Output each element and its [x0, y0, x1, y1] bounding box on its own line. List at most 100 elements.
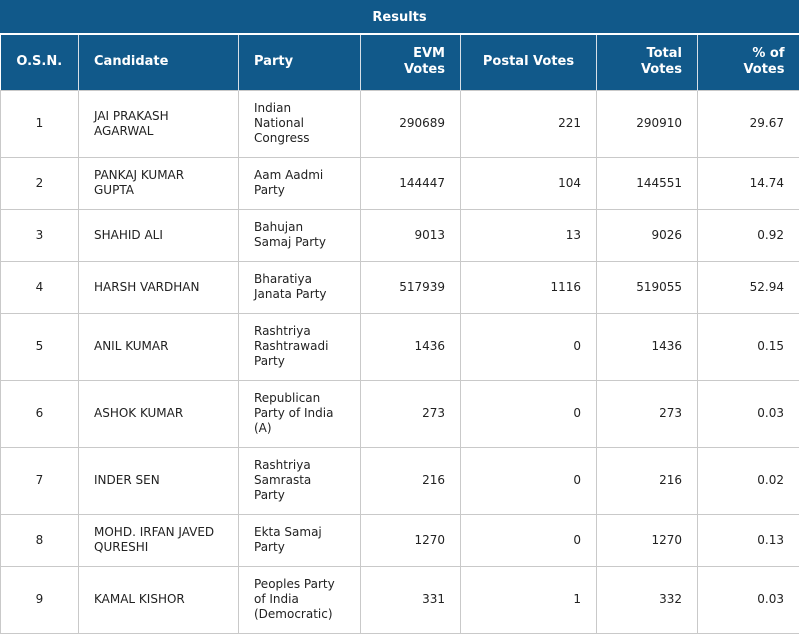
postal-votes-cell: 0	[460, 379, 597, 448]
postal-votes-cell: 1116	[460, 260, 597, 314]
table-row: 4 HARSH VARDHAN Bharatiya Janata Party 51793…	[0, 260, 799, 314]
postal-votes-cell: 13	[460, 208, 597, 262]
party-cell: Rashtriya Samrasta Party	[238, 446, 361, 515]
pct-votes-cell: 14.74	[697, 156, 799, 210]
total-votes-cell: 216	[596, 446, 698, 515]
candidate-cell-line: HARSH VARDHAN	[94, 279, 200, 294]
osn-cell: 9	[0, 565, 79, 634]
candidate-cell: HARSH VARDHAN	[78, 260, 239, 314]
evm-votes-cell: 1436	[360, 312, 461, 381]
party-cell-line: Janata Party	[254, 287, 327, 301]
candidate-cell-line: MOHD. IRFAN JAVED	[94, 525, 215, 539]
candidate-cell-line: ASHOK KUMAR	[94, 406, 184, 420]
party-cell: Bahujan Samaj Party	[238, 208, 361, 262]
evm-votes-cell: 216	[360, 446, 461, 515]
osn-cell: 1	[0, 89, 79, 158]
party-cell-line: Bharatiya	[254, 272, 312, 286]
table-row: 9 KAMAL KISHOR Peoples Party of India (Democ…	[0, 565, 799, 634]
total-votes-cell: 290910	[596, 89, 698, 158]
table-row: 1 JAI PRAKASH AGARWAL Indian National Congres…	[0, 89, 799, 158]
party-cell-line: Party of India	[254, 406, 334, 420]
header-postal-votes: Postal Votes	[460, 35, 597, 90]
party-cell-line: Party	[254, 183, 285, 197]
party-cell-line: Party	[254, 540, 285, 554]
candidate-cell: INDER SEN	[78, 446, 239, 515]
party-cell-line: Rashtrawadi	[254, 339, 329, 353]
total-votes-cell: 144551	[596, 156, 698, 210]
osn-cell: 7	[0, 446, 79, 515]
party-cell-line: Ekta Samaj	[254, 525, 322, 539]
osn-cell: 4	[0, 260, 79, 314]
table-row: 6 ASHOK KUMAR Republican Party of India (A) 2…	[0, 379, 799, 448]
party-cell-line: National	[254, 116, 305, 130]
evm-votes-cell: 273	[360, 379, 461, 448]
candidate-cell: JAI PRAKASH AGARWAL	[78, 89, 239, 158]
pct-votes-cell: 0.15	[697, 312, 799, 381]
pct-votes-cell: 0.03	[697, 565, 799, 634]
osn-cell: 8	[0, 513, 79, 567]
table-body: 1 JAI PRAKASH AGARWAL Indian National Congres…	[0, 89, 799, 634]
party-cell-line: Rashtriya	[254, 458, 311, 472]
results-table: O.S.N. Candidate Party EVM Votes Postal …	[0, 35, 799, 634]
osn-cell: 5	[0, 312, 79, 381]
table-row: 8 MOHD. IRFAN JAVED QURESHI Ekta Samaj Party…	[0, 513, 799, 567]
evm-votes-cell: 1270	[360, 513, 461, 567]
header-evm-line2: Votes	[403, 62, 445, 78]
party-cell-line: Samrasta	[254, 473, 312, 487]
header-pct-votes: % of Votes	[697, 35, 799, 90]
pct-votes-cell: 0.92	[697, 208, 799, 262]
party-cell-line: Aam Aadmi	[254, 168, 324, 182]
party-cell-line: Indian	[254, 101, 292, 115]
results-title: Results	[0, 0, 799, 35]
evm-votes-cell: 9013	[360, 208, 461, 262]
candidate-cell-line: PANKAJ KUMAR	[94, 168, 185, 182]
party-cell-line: Peoples Party	[254, 577, 335, 591]
candidate-cell: ASHOK KUMAR	[78, 379, 239, 448]
postal-votes-cell: 1	[460, 565, 597, 634]
candidate-cell-line: ANIL KUMAR	[94, 339, 169, 353]
party-cell-line: Party	[254, 354, 285, 368]
header-party: Party	[238, 35, 361, 90]
header-evm-line1: EVM	[413, 46, 445, 62]
evm-votes-cell: 290689	[360, 89, 461, 158]
header-osn: O.S.N.	[0, 35, 79, 90]
total-votes-cell: 1436	[596, 312, 698, 381]
header-candidate: Candidate	[78, 35, 239, 90]
party-cell: Rashtriya Rashtrawadi Party	[238, 312, 361, 381]
candidate-cell-line: JAI PRAKASH	[94, 108, 169, 123]
pct-votes-cell: 0.13	[697, 513, 799, 567]
party-cell: Aam Aadmi Party	[238, 156, 361, 210]
table-header-row: O.S.N. Candidate Party EVM Votes Postal …	[0, 35, 799, 90]
osn-cell: 6	[0, 379, 79, 448]
osn-cell: 3	[0, 208, 79, 262]
header-pct-line1: % of	[752, 46, 785, 62]
party-cell-line: Bahujan	[254, 220, 304, 234]
table-row: 3 SHAHID ALI Bahujan Samaj Party 9013 13 9026 0…	[0, 208, 799, 262]
evm-votes-cell: 144447	[360, 156, 461, 210]
total-votes-cell: 332	[596, 565, 698, 634]
evm-votes-cell: 517939	[360, 260, 461, 314]
candidate-cell-line: KAMAL KISHOR	[94, 592, 185, 606]
postal-votes-cell: 0	[460, 312, 597, 381]
party-cell-line: Party	[254, 488, 285, 502]
postal-votes-cell: 0	[460, 513, 597, 567]
total-votes-cell: 273	[596, 379, 698, 448]
pct-votes-cell: 52.94	[697, 260, 799, 314]
header-total-line2: Votes	[640, 62, 682, 78]
table-row: 5 ANIL KUMAR Rashtriya Rashtrawadi Party 1436…	[0, 312, 799, 381]
party-cell-line: Rashtriya	[254, 324, 311, 338]
party-cell-line: Republican	[254, 391, 321, 405]
header-total-line1: Total	[646, 46, 682, 62]
total-votes-cell: 519055	[596, 260, 698, 314]
party-cell: Ekta Samaj Party	[238, 513, 361, 567]
candidate-cell-line: INDER SEN	[94, 473, 160, 487]
party-cell: Peoples Party of India (Democratic)	[238, 565, 361, 634]
candidate-cell: ANIL KUMAR	[78, 312, 239, 381]
pct-votes-cell: 0.03	[697, 379, 799, 448]
candidate-cell: MOHD. IRFAN JAVED QURESHI	[78, 513, 239, 567]
header-pct-line2: Votes	[743, 62, 785, 78]
total-votes-cell: 1270	[596, 513, 698, 567]
table-row: 7 INDER SEN Rashtriya Samrasta Party 216 0 216 0…	[0, 446, 799, 515]
candidate-cell: SHAHID ALI	[78, 208, 239, 262]
candidate-cell-line: AGARWAL	[94, 123, 154, 138]
